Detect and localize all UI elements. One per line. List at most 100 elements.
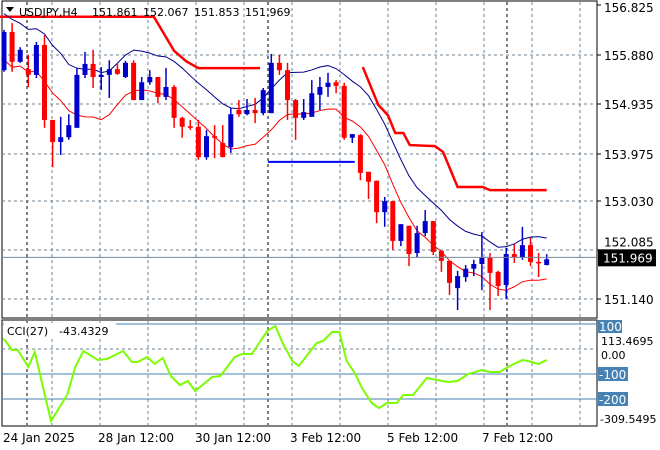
candle-body (236, 109, 242, 115)
candle-body (139, 82, 145, 101)
svg-text:100: 100 (599, 320, 622, 334)
time-label: 5 Feb 12:00 (387, 431, 458, 445)
current-price-label: 151.969 (603, 251, 653, 265)
candle-body (511, 254, 517, 258)
candle-body (228, 114, 234, 148)
candle (301, 98, 307, 120)
candle (204, 129, 209, 160)
candle-body (382, 201, 388, 213)
candle (430, 221, 436, 256)
candle-body (422, 221, 428, 234)
candle (114, 63, 120, 75)
candle-body (349, 134, 355, 138)
candle (511, 244, 517, 263)
time-label: 7 Feb 12:00 (482, 431, 553, 445)
candle-body (58, 137, 64, 142)
candle (447, 260, 452, 295)
cci-axis-min: -309.5495 (600, 413, 656, 426)
candle (422, 210, 428, 237)
time-label: 24 Jan 2025 (3, 431, 75, 445)
candle (252, 97, 258, 124)
candle (341, 82, 347, 140)
candle (9, 23, 15, 72)
candle-body (374, 180, 380, 213)
chart-menu-triangle-icon[interactable] (6, 7, 14, 12)
bar-open: 151.861 (92, 6, 138, 19)
time-label: 3 Feb 12:00 (290, 431, 361, 445)
candle-body (528, 245, 533, 262)
candle (98, 67, 104, 91)
candle (528, 237, 533, 267)
candle-body (1, 31, 7, 71)
grid (2, 2, 597, 425)
candle-body (163, 86, 169, 97)
candle (42, 35, 47, 128)
candle (285, 62, 290, 120)
candle-body (479, 257, 485, 264)
cci-line (2, 324, 548, 424)
candle (349, 134, 355, 143)
candle (163, 68, 169, 101)
candle (179, 116, 185, 138)
candle (455, 270, 461, 311)
candle (503, 247, 509, 300)
candle (382, 196, 388, 227)
candle (398, 224, 404, 247)
candle (414, 225, 420, 258)
cci-axis-max: 113.4695 (601, 335, 654, 348)
candle-body (398, 224, 404, 241)
candle-body (333, 82, 339, 86)
price-axis[interactable]: 156.825 155.880 154.935 153.975 153.030 152.0… (597, 1, 654, 307)
price-tick-label: 153.030 (604, 195, 654, 209)
candle (155, 76, 161, 104)
candle (212, 125, 218, 159)
candle (495, 270, 501, 296)
candle (487, 252, 493, 311)
candle (544, 254, 550, 266)
current-price-box (598, 249, 656, 267)
price-tick-label: 155.880 (604, 49, 654, 63)
candle-body (406, 225, 412, 255)
candle (17, 47, 23, 63)
trailing-stop-line (0, 15, 547, 192)
candle-body (179, 117, 185, 127)
candle-body (244, 109, 250, 115)
price-tick-label: 154.935 (604, 98, 654, 112)
candle (220, 125, 226, 158)
candle-body (536, 261, 542, 264)
time-axis[interactable]: 24 Jan 2025 28 Jan 12:00 30 Jan 12:00 3 … (3, 431, 553, 445)
candle-body (325, 82, 331, 87)
candle (131, 60, 137, 101)
candle (171, 84, 177, 128)
bar-high: 152.067 (143, 6, 189, 19)
candle-body (317, 86, 323, 95)
trailing-stop-segment (0, 15, 260, 70)
candle-body (438, 250, 444, 261)
candle (293, 98, 299, 140)
candle (58, 116, 64, 156)
price-tick-label: 156.825 (604, 1, 654, 15)
candle-body (414, 233, 420, 253)
candle (236, 100, 242, 117)
candle (50, 119, 56, 168)
candle-body (503, 254, 509, 285)
symbol-timeframe: USDJPY,H4 (19, 6, 78, 19)
candle (519, 226, 525, 260)
candle-body (293, 100, 299, 118)
cci-level-minus100-badge: -100 (598, 367, 628, 382)
candle-body (25, 69, 31, 75)
candle (66, 114, 72, 140)
candle (123, 60, 128, 79)
candle-body (50, 119, 56, 142)
candle-body (301, 112, 307, 118)
candle-body (147, 76, 153, 83)
candle-body (366, 171, 371, 182)
cci-label-bg (4, 323, 116, 339)
candle-body (74, 74, 80, 128)
candle (260, 87, 266, 116)
candle (276, 54, 282, 75)
candle-body (276, 62, 282, 71)
price-tick-label: 153.975 (604, 148, 654, 162)
candle-body (98, 74, 104, 77)
